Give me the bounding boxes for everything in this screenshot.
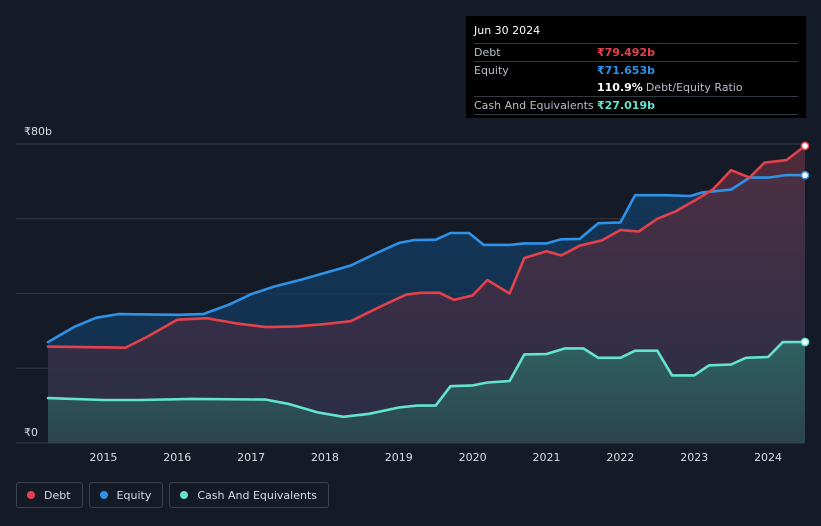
legend-label-cash: Cash And Equivalents xyxy=(197,488,317,502)
legend-item-equity[interactable]: Equity xyxy=(88,482,164,508)
x-tick-label-2024: 2024 xyxy=(754,451,782,464)
end-marker-debt[interactable] xyxy=(800,141,810,151)
line-layer xyxy=(46,144,807,419)
tooltip-row-debt: Debt ₹79.492b xyxy=(474,43,798,61)
x-tick-label-2023: 2023 xyxy=(680,451,708,464)
legend-label-debt: Debt xyxy=(44,488,71,502)
area-layer xyxy=(48,145,805,443)
tooltip-row-cash: Cash And Equivalents ₹27.019b xyxy=(474,96,798,115)
legend-dot-cash xyxy=(180,491,189,499)
x-tick-label-2016: 2016 xyxy=(163,451,191,464)
end-marker-cash[interactable] xyxy=(800,337,810,347)
area-cash xyxy=(48,342,805,443)
tooltip-debt-label: Debt xyxy=(474,46,501,59)
x-tick-label-2019: 2019 xyxy=(385,451,413,464)
y-tick-label-80: ₹80b xyxy=(24,125,52,138)
tooltip-ratio-label: Debt/Equity Ratio xyxy=(645,81,743,94)
legend-dot-debt xyxy=(27,491,35,499)
end-marker-equity[interactable] xyxy=(800,170,810,180)
tooltip-row-equity: Equity ₹71.653b xyxy=(474,61,798,79)
tooltip-debt-value: ₹79.492b xyxy=(597,46,655,59)
tooltip-cash-value: ₹27.019b xyxy=(597,99,655,112)
tooltip-ratio-value: 110.9% xyxy=(597,81,643,94)
y-axis-labels: ₹80b ₹0 xyxy=(24,125,52,439)
line-equity xyxy=(46,173,807,344)
y-tick-label-0: ₹0 xyxy=(24,426,38,439)
chart-legend: Debt Equity Cash And Equivalents xyxy=(16,482,329,508)
x-tick-label-2018: 2018 xyxy=(311,451,339,464)
data-tooltip: Jun 30 2024 Debt ₹79.492b Equity ₹71.653… xyxy=(466,16,806,118)
x-axis-labels: 2015 2016 2017 2018 2019 2020 2021 2022 2023 2024 xyxy=(89,451,782,464)
legend-dot-equity xyxy=(99,491,108,499)
line-debt xyxy=(46,144,807,349)
tooltip-date: Jun 30 2024 xyxy=(474,24,541,37)
legend-label-equity: Equity xyxy=(116,488,152,502)
x-tick-label-2017: 2017 xyxy=(237,451,265,464)
legend-item-cash[interactable]: Cash And Equivalents xyxy=(169,482,329,508)
x-tick-label-2020: 2020 xyxy=(459,451,487,464)
tooltip-row-ratio: 110.9% Debt/Equity Ratio xyxy=(474,79,798,96)
end-markers xyxy=(800,141,810,347)
tooltip-equity-label: Equity xyxy=(474,64,509,77)
x-tick-label-2015: 2015 xyxy=(89,451,117,464)
legend-item-debt[interactable]: Debt xyxy=(16,482,83,508)
x-tick-label-2022: 2022 xyxy=(606,451,634,464)
x-tick-label-2021: 2021 xyxy=(533,451,561,464)
tooltip-cash-label: Cash And Equivalents xyxy=(474,99,594,112)
line-cash xyxy=(46,340,807,419)
tooltip-equity-value: ₹71.653b xyxy=(597,64,655,77)
